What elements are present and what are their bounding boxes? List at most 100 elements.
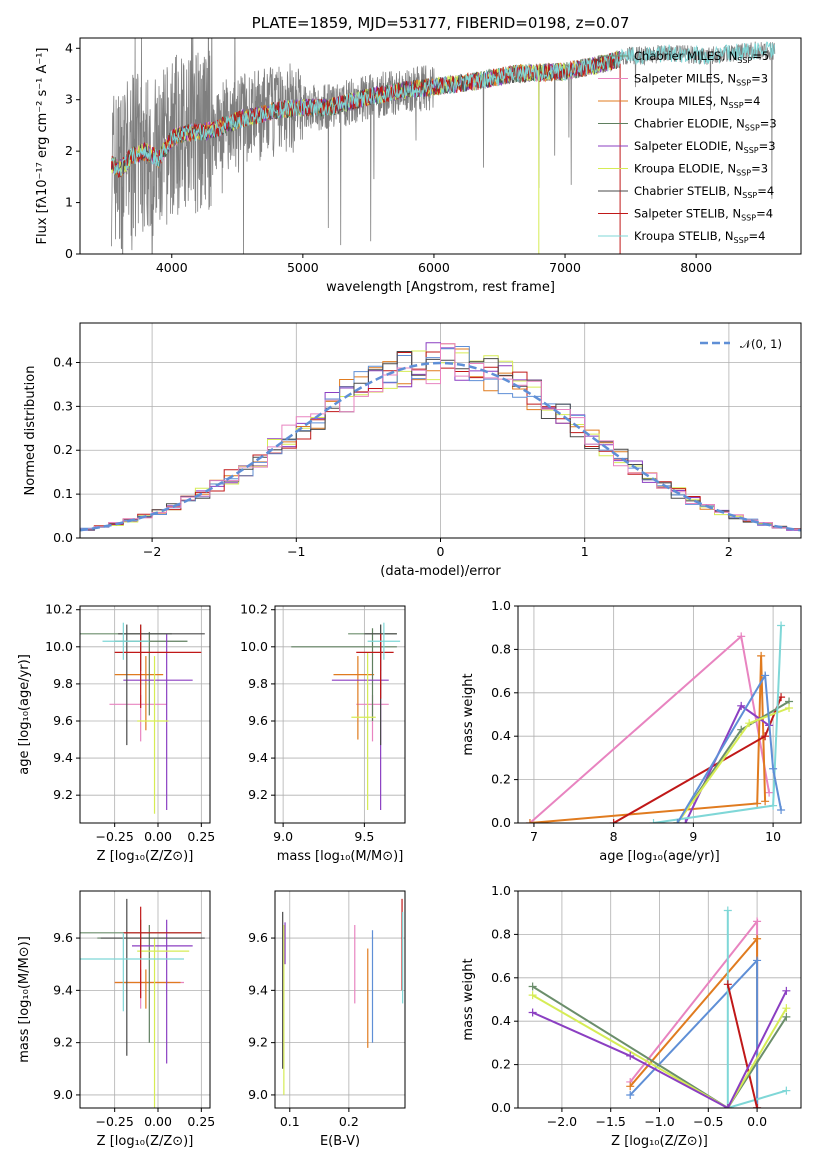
weight-series	[532, 994, 788, 1108]
y-tick-label: 0.6	[491, 685, 511, 700]
plot-frame	[79, 37, 802, 255]
y-tick-label: 2	[65, 143, 73, 158]
y-tick-label: 10.0	[45, 639, 73, 654]
x-tick-label: 6000	[418, 260, 450, 275]
plot-frame	[79, 890, 211, 1109]
weight-series	[726, 910, 787, 1108]
x-tick-label: −1.5	[596, 1114, 626, 1129]
panel-mass-vs-ebv: 0.1 0.2 9.0 9.2 9.4 9.6 E(B-V)	[248, 890, 406, 1149]
weight-marker	[525, 819, 534, 823]
y-tick-label: 10.2	[240, 602, 268, 617]
y-tick-label: 1.0	[491, 883, 511, 898]
x-tick-label: −0.25	[96, 1114, 134, 1129]
y-tick-label: 0.0	[53, 530, 73, 545]
x-tick-label: 7	[530, 829, 538, 844]
panel-mass-weight-vs-age: 7 8 9 10 0.0 0.2 0.4 0.6 0.8 1.0 age [log₁₀(age/yr…	[461, 598, 802, 864]
x-tick-label: 0.25	[187, 1114, 215, 1129]
panel-age-vs-mass: 9.0 9.5 9.2 9.4 9.6 9.8 10.0 10.2 mass [log₁₀(M/…	[240, 602, 406, 864]
x-tick-label: 9	[689, 829, 697, 844]
x-tick-label: −2.0	[547, 1114, 577, 1129]
x-tick-label: 0.00	[144, 1114, 172, 1129]
x-tick-label: 8000	[680, 260, 712, 275]
weight-series	[532, 990, 788, 1108]
y-tick-label: 0.4	[491, 728, 511, 743]
y-axis-label: mass weight	[461, 673, 476, 755]
weight-marker	[626, 1082, 635, 1091]
x-tick-label: 1	[581, 544, 589, 559]
y-tick-label: 9.2	[53, 787, 73, 802]
weight-marker	[649, 819, 658, 823]
weight-plot	[525, 621, 794, 823]
x-tick-label: −2	[143, 544, 161, 559]
panel-mass-vs-z: −0.25 0.00 0.25 9.0 9.2 9.4 9.6 Z [log₁₀(Z/Z⊙)]…	[17, 890, 215, 1149]
x-tick-label: 0.2	[339, 1114, 359, 1129]
normal-curve	[80, 361, 801, 532]
x-tick-label: −1	[287, 544, 305, 559]
y-tick-label: 3	[65, 92, 73, 107]
hist-plot	[80, 342, 801, 532]
plot-frame	[79, 605, 211, 824]
weight-marker	[528, 991, 537, 1000]
weight-marker	[777, 805, 786, 814]
y-tick-label: 9.4	[53, 982, 73, 997]
y-tick-label: 0.2	[53, 442, 73, 457]
y-tick-label: 9.6	[248, 713, 268, 728]
errorbar-plot	[80, 622, 205, 814]
weight-marker	[777, 621, 786, 630]
x-axis-label: wavelength [Angstrom, rest frame]	[326, 280, 555, 295]
legend-entry: Chabrier STELIB, NSSP=4	[634, 184, 774, 200]
y-tick-label: 9.4	[248, 982, 268, 997]
x-tick-label: 9.0	[273, 829, 293, 844]
x-axis-label: E(B-V)	[320, 1134, 360, 1149]
weight-marker	[737, 632, 746, 641]
y-axis-label: mass [log₁₀(M/M⊙)]	[17, 936, 32, 1063]
y-tick-label: 9.2	[248, 787, 268, 802]
weight-series	[653, 625, 783, 823]
plot-frame	[79, 322, 802, 539]
weight-series	[629, 918, 759, 1108]
weight-marker	[761, 797, 770, 806]
y-tick-label: 0.6	[491, 970, 511, 985]
weight-marker	[681, 819, 690, 823]
weight-marker	[723, 1104, 732, 1108]
weight-marker	[753, 934, 762, 943]
y-tick-label: 0.4	[491, 1013, 511, 1028]
y-tick-label: 0	[65, 246, 73, 261]
y-tick-label: 0.8	[491, 926, 511, 941]
x-axis-label: age [log₁₀(age/yr)]	[599, 849, 720, 864]
y-tick-label: 9.8	[248, 676, 268, 691]
weight-marker	[765, 788, 774, 797]
panel-residuals: −2 −1 0 1 2 0.0 0.1 0.2 0.3 0.4 (data-model)/error…	[23, 322, 802, 579]
panel-age-vs-z: −0.25 0.00 0.25 9.2 9.4 9.6 9.8 10.0 10.2 Z [log₁…	[17, 602, 215, 864]
weight-marker	[626, 1090, 635, 1099]
weight-marker	[753, 956, 762, 965]
weight-plot	[528, 906, 791, 1108]
errorbar-plot	[80, 898, 205, 1108]
plot-frame	[517, 890, 802, 1109]
weight-marker	[785, 703, 794, 712]
y-tick-label: 1.0	[491, 598, 511, 613]
spectrum-plot	[111, 38, 776, 254]
y-tick-label: 9.2	[248, 1035, 268, 1050]
weight-marker	[737, 701, 746, 710]
weight-marker	[723, 906, 732, 915]
y-tick-label: 9.6	[248, 930, 268, 945]
y-tick-label: 0.3	[53, 398, 73, 413]
y-axis-label: Normed distribution	[23, 366, 38, 496]
weight-marker	[782, 1004, 791, 1013]
y-tick-label: 10.0	[240, 639, 268, 654]
legend-entry: 𝒩(0, 1)	[740, 337, 782, 351]
weight-series	[726, 984, 759, 1108]
x-axis-label: Z [log₁₀(Z/Z⊙)]	[97, 849, 194, 864]
y-tick-label: 0.4	[53, 354, 73, 369]
x-axis-label: Z [log₁₀(Z/Z⊙)]	[611, 1134, 708, 1149]
x-tick-label: 8	[610, 829, 618, 844]
x-tick-label: 7000	[549, 260, 581, 275]
y-tick-label: 0.2	[491, 1057, 511, 1072]
y-tick-label: 0.0	[491, 1100, 511, 1115]
y-tick-label: 9.2	[53, 1035, 73, 1050]
y-tick-label: 9.4	[53, 750, 73, 765]
weight-marker	[782, 986, 791, 995]
panel-mass-weight-vs-z: −2.0 −1.5 −1.0 −0.5 0.0 0.0 0.2 0.4 0.6 0.8 1.0 Z […	[461, 883, 802, 1149]
legend-entry: Kroupa MILES, NSSP=4	[634, 94, 760, 110]
